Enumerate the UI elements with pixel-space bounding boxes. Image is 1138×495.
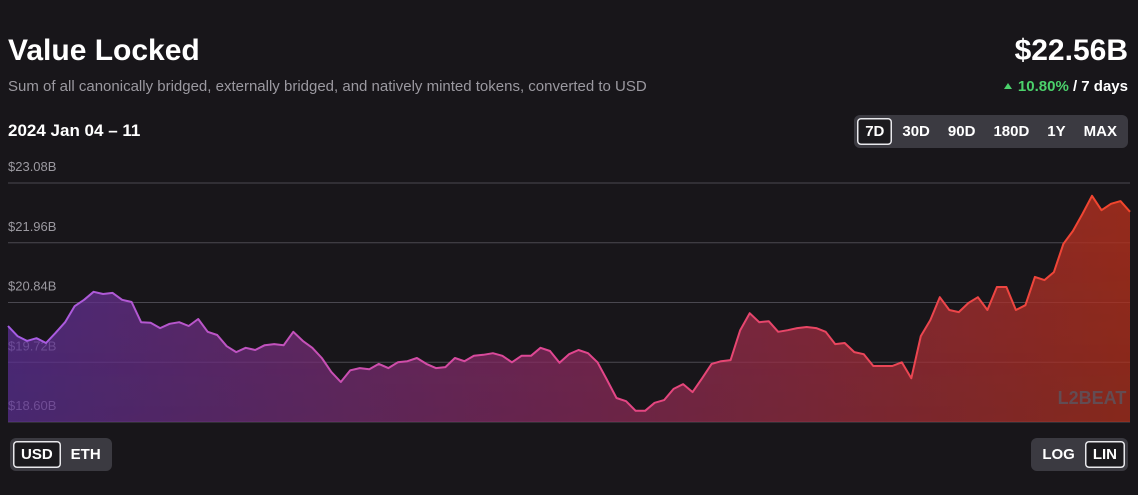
y-tick-label: $21.96B <box>8 219 56 234</box>
up-arrow <box>1003 83 1012 89</box>
watermark: L2BEAT <box>1058 388 1127 408</box>
area-line <box>7 194 1131 412</box>
scale-selector: LOG LIN <box>1031 438 1128 471</box>
toggle-button[interactable]: 30D <box>902 123 930 140</box>
total-value: $22.56B <box>1014 34 1128 67</box>
toggle-button[interactable]: 90D <box>947 123 976 140</box>
subtitle: Sum of all canonically bridged, external… <box>8 78 647 95</box>
toggle-button[interactable]: 180D <box>993 123 1030 140</box>
toggle-button[interactable]: 1Y <box>1047 123 1066 140</box>
change-period: / 7 days <box>1072 78 1128 95</box>
toggle-button[interactable]: 7D <box>857 118 893 145</box>
toggle-button[interactable]: LOG <box>1042 446 1075 463</box>
change-percent: 10.80% <box>1017 78 1069 95</box>
title: Value Locked <box>8 34 200 67</box>
toggle-button[interactable]: LIN <box>1084 441 1125 468</box>
toggle-button[interactable]: MAX <box>1083 123 1117 140</box>
currency-selector: USD ETH <box>10 438 112 471</box>
range-selector: 7D 30D 90D 180D 1Y MAX <box>854 115 1128 148</box>
y-tick-label: $23.08B <box>8 159 56 174</box>
toggle-button[interactable]: USD <box>13 441 61 468</box>
change: 10.80% / 7 days <box>1003 78 1128 95</box>
area-fill <box>8 195 1130 422</box>
y-tick-label: $20.84B <box>8 279 56 294</box>
toggle-button[interactable]: ETH <box>70 446 101 463</box>
date-range: 2024 Jan 04 – 11 <box>8 121 141 140</box>
